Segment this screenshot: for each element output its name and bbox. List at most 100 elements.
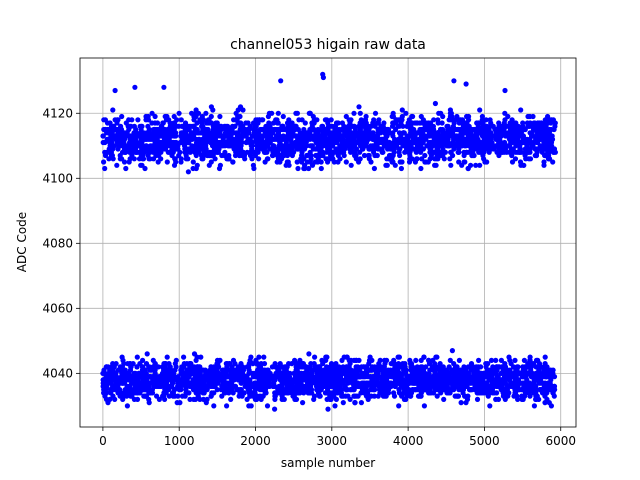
data-point [164,354,170,360]
data-point [391,367,397,373]
data-point [136,370,142,376]
data-point [366,156,372,162]
data-point [178,117,184,123]
data-point [237,133,243,139]
data-point [387,367,394,373]
data-point [263,390,269,396]
data-point [339,357,345,363]
x-tick-label: 6000 [545,434,576,448]
data-point [396,354,402,360]
data-point [406,380,412,386]
data-point [382,387,388,393]
data-point [124,390,130,396]
data-point [501,120,507,126]
data-point [415,367,422,373]
data-point [550,159,556,165]
data-point [512,390,518,396]
data-point [334,149,340,155]
data-point [527,146,533,152]
data-point [194,390,200,396]
data-point [228,396,234,402]
data-point [162,113,168,120]
x-tick-label: 5000 [469,434,500,448]
data-point [324,156,330,162]
data-point [238,361,244,367]
data-point [384,377,390,383]
data-point [447,357,453,363]
data-point [123,165,129,172]
data-point [542,354,548,360]
data-point [301,126,307,133]
data-point [465,393,471,399]
data-point [439,370,445,376]
data-point [251,390,257,396]
data-point [411,133,417,139]
data-point [184,146,190,152]
data-point [152,133,158,139]
data-point [512,380,518,386]
data-point [189,143,195,149]
data-point [410,370,416,376]
data-point [422,159,428,165]
data-point [285,390,291,396]
data-point [246,361,252,367]
data-point [507,126,513,133]
y-tick-label: 4060 [42,301,73,315]
data-point [313,152,319,159]
data-point [230,390,236,396]
data-point [426,357,432,363]
data-point [183,136,189,142]
data-point [356,136,362,142]
data-point [143,370,149,376]
data-point [190,159,196,165]
data-point [300,139,307,146]
data-point [429,374,435,380]
data-point [446,126,452,133]
data-point [119,156,125,162]
data-point [324,354,330,360]
data-point-outlier [320,74,326,81]
data-point [223,130,229,136]
data-point [520,367,526,373]
data-point [549,146,555,152]
data-point [387,380,393,386]
data-point [413,120,420,126]
data-point [550,117,557,123]
data-point [170,149,176,155]
data-point [509,159,516,165]
data-point [498,370,504,376]
data-point [251,165,257,172]
data-point [261,354,267,360]
data-point [183,390,189,396]
data-point [161,126,167,133]
data-point [164,159,170,165]
data-point [501,380,507,386]
data-point [547,126,553,133]
data-point [187,149,193,155]
data-point [307,136,313,142]
data-point [533,152,540,159]
data-point [453,126,459,133]
data-point [134,354,140,360]
data-point [114,162,120,168]
data-point [112,126,118,133]
data-point [203,139,209,146]
data-point [463,149,469,155]
data-point [266,374,272,380]
data-point [123,120,129,126]
data-point [361,152,368,159]
data-point [347,361,353,367]
data-point [168,126,174,133]
data-point [376,117,382,123]
data-point [513,149,519,155]
data-point [504,133,510,139]
data-point [200,117,207,123]
data-point [352,383,358,389]
data-point [513,374,519,380]
data-point [358,400,364,406]
data-point [254,143,260,149]
data-point [463,400,469,406]
data-point [328,156,334,162]
data-point [120,396,126,402]
